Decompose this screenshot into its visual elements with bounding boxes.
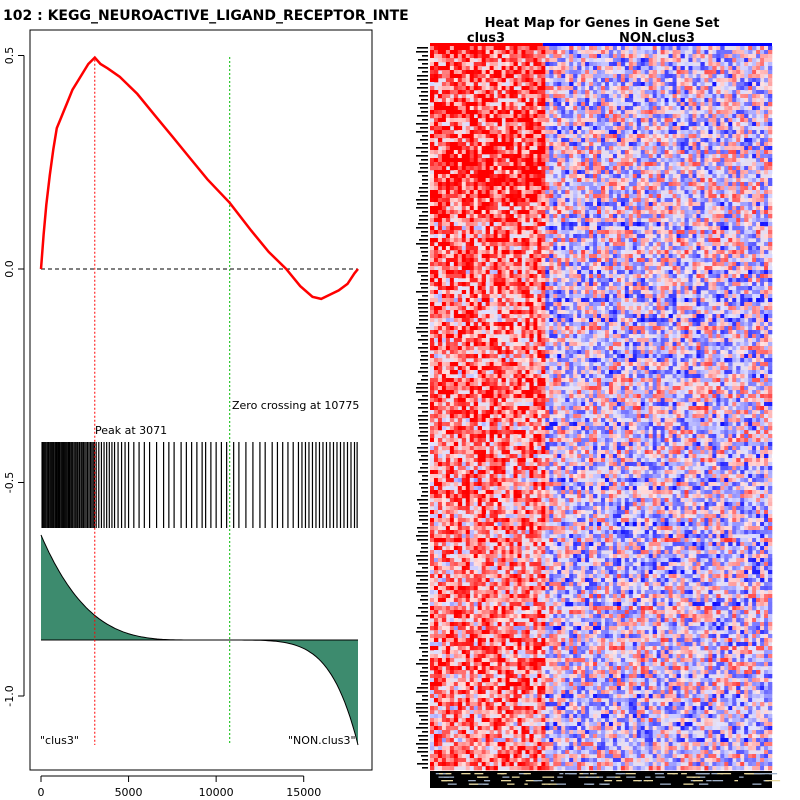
y-tick-label: 0.5 — [3, 47, 16, 65]
group-label-clus3: clus3 — [467, 31, 505, 46]
x-axis: 0 5000 10000 15000 — [38, 775, 321, 799]
gene-name-labels — [416, 47, 428, 769]
y-tick-label: 0.0 — [3, 260, 16, 278]
group-bar-clus3 — [430, 43, 543, 47]
x-tick-label: 10000 — [199, 786, 234, 799]
peak-label: Peak at 3071 — [95, 424, 167, 437]
heatmap-cells — [430, 46, 773, 771]
x-tick-label: 5000 — [115, 786, 143, 799]
y-tick-label: -0.5 — [3, 472, 16, 493]
gsea-title: 102 : KEGG_NEUROACTIVE_LIGAND_RECEPTOR_I… — [3, 8, 409, 24]
running-es-curve — [39, 55, 359, 301]
heatmap-footer — [430, 771, 781, 788]
x-tick-label: 15000 — [286, 786, 321, 799]
x-tick-label: 0 — [38, 786, 45, 799]
zero-crossing-label: Zero crossing at 10775 — [232, 399, 359, 412]
right-class-label: "NON.clus3" — [288, 734, 356, 747]
es-plot-frame — [29, 29, 373, 771]
ranked-metric-area — [40, 534, 359, 746]
y-axis: 0.5 0.0 -0.5 -1.0 — [3, 47, 25, 707]
group-label-nonclus3: NON.clus3 — [619, 31, 695, 46]
group-bar-nonclus3 — [542, 43, 772, 47]
left-class-label: "clus3" — [40, 734, 79, 747]
y-tick-label: -1.0 — [3, 685, 16, 706]
heatmap-title: Heat Map for Genes in Gene Set — [485, 16, 720, 31]
hit-marks — [41, 442, 358, 528]
